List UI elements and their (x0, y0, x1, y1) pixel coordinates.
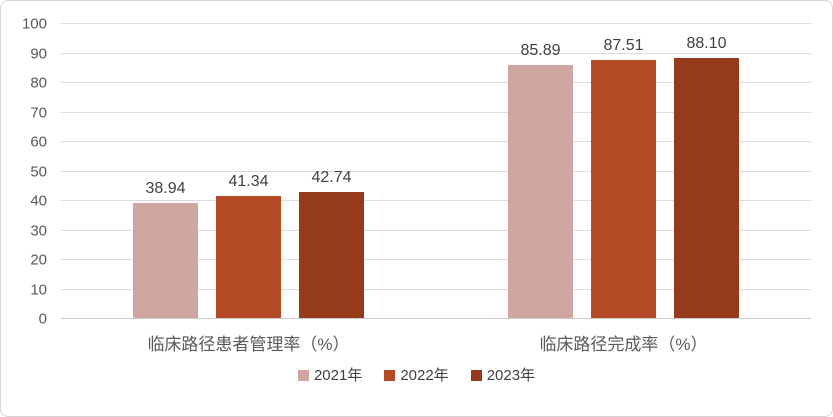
legend-label: 2023年 (486, 367, 536, 384)
y-axis-tick: 20 (30, 251, 47, 269)
legend-label: 2021年 (313, 367, 363, 384)
y-axis-tick: 0 (38, 310, 47, 328)
bar-value-label: 41.34 (228, 173, 269, 191)
bar-value-label: 87.51 (603, 36, 644, 54)
gridline (61, 170, 811, 172)
y-axis-tick: 80 (30, 74, 47, 92)
legend-item-2022年[interactable]: 2022年 (384, 367, 449, 384)
legend-swatch (470, 370, 482, 381)
legend: 2021年 2022年 2023年 (1, 368, 832, 383)
x-axis-labels: 临床路径患者管理率（%） 临床路径完成率（%） (61, 330, 811, 354)
legend-swatch (297, 370, 309, 381)
gridline (61, 52, 811, 54)
bar-2021年-0[interactable] (133, 203, 198, 318)
bar-value-label: 88.10 (686, 35, 727, 53)
y-axis-labels: 0 10 20 30 40 50 60 70 80 90 100 (1, 17, 47, 327)
bar-value-label: 38.94 (145, 180, 186, 198)
gridline (61, 259, 811, 260)
plot-area: 38.94 41.34 42.74 85.89 87.51 88.10 (61, 23, 811, 319)
gridline (61, 288, 811, 290)
gridline (61, 82, 811, 83)
y-axis-tick: 50 (30, 163, 47, 180)
bar-value-label: 42.74 (311, 168, 352, 186)
bar-2021年-1[interactable] (508, 64, 573, 318)
bar-2022年-0[interactable] (216, 196, 281, 318)
bar-2023年-0[interactable] (299, 191, 364, 318)
gridline (61, 141, 811, 142)
y-axis-tick: 70 (30, 104, 47, 121)
legend-label: 2022年 (400, 367, 449, 384)
gridline (61, 23, 811, 24)
gridline (61, 200, 811, 201)
gridline (61, 111, 811, 113)
y-axis-tick: 90 (30, 45, 47, 62)
bar-value-label: 85.89 (520, 41, 561, 59)
x-axis-line (61, 318, 811, 319)
legend-swatch (384, 370, 396, 381)
y-axis-tick: 30 (30, 222, 47, 239)
legend-item-2023年[interactable]: 2023年 (470, 367, 536, 384)
bar-2022年-1[interactable] (591, 59, 656, 318)
y-axis-tick: 40 (30, 192, 47, 210)
y-axis-tick: 60 (30, 133, 47, 151)
category-label: 临床路径完成率（%） (539, 335, 708, 354)
y-axis-tick: 10 (30, 281, 47, 298)
category-label: 临床路径患者管理率（%） (147, 335, 350, 354)
y-axis-tick: 100 (21, 15, 47, 33)
gridline (61, 229, 811, 231)
bar-2023年-1[interactable] (674, 58, 739, 318)
legend-item-2021年[interactable]: 2021年 (297, 367, 363, 384)
